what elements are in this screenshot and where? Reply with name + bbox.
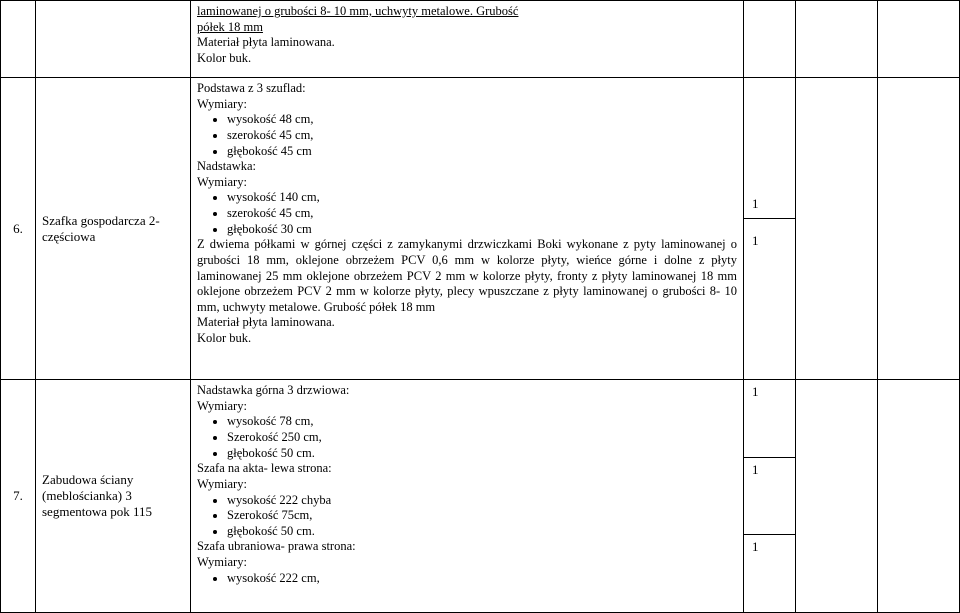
desc-label: Wymiary: [197,97,247,111]
list-item: Szerokość 75cm, [227,508,737,524]
desc-paragraph: Z dwiema półkami w górnej części z zamyk… [197,237,737,315]
list-item: głębokość 50 cm. [227,446,737,462]
desc-text: Kolor buk. [197,331,251,345]
row-empty [878,380,960,613]
list-item: szerokość 45 cm, [227,128,737,144]
spec-table: laminowanej o grubości 8- 10 mm, uchwyty… [0,0,960,613]
list-item: wysokość 48 cm, [227,112,737,128]
bullet-list: wysokość 222 cm, [227,571,737,587]
row-qty [744,1,796,78]
list-item: wysokość 78 cm, [227,414,737,430]
list-item: wysokość 222 cm, [227,571,737,587]
desc-text: Kolor buk. [197,51,251,65]
desc-label: Wymiary: [197,175,247,189]
desc-text: półek 18 mm [197,20,263,34]
desc-text: Materiał płyta laminowana. [197,35,335,49]
row-description: Nadstawka górna 3 drzwiowa: Wymiary: wys… [191,380,744,613]
row-number: 6. [1,78,36,380]
list-item: głębokość 45 cm [227,144,737,160]
table-row: laminowanej o grubości 8- 10 mm, uchwyty… [1,1,960,78]
list-item: głębokość 50 cm. [227,524,737,540]
desc-heading: Nadstawka górna 3 drzwiowa: [197,383,349,397]
row-empty [796,1,878,78]
list-item: szerokość 45 cm, [227,206,737,222]
desc-text: Materiał płyta laminowana. [197,315,335,329]
row-qty: 1 [744,78,796,219]
list-item: wysokość 140 cm, [227,190,737,206]
row-description: laminowanej o grubości 8- 10 mm, uchwyty… [191,1,744,78]
desc-text: laminowanej o grubości 8- 10 mm, uchwyty… [197,4,518,18]
desc-heading: Szafa ubraniowa- prawa strona: [197,539,356,553]
bullet-list: wysokość 48 cm, szerokość 45 cm, głęboko… [227,112,737,159]
row-name: Szafka gospodarcza 2- częściowa [36,78,191,380]
desc-heading: Podstawa z 3 szuflad: [197,81,306,95]
list-item: Szerokość 250 cm, [227,430,737,446]
row-number: 7. [1,380,36,613]
table-row: 7. Zabudowa ściany (meblościanka) 3 segm… [1,380,960,458]
desc-label: Wymiary: [197,399,247,413]
desc-label: Wymiary: [197,477,247,491]
list-item: głębokość 30 cm [227,222,737,238]
desc-heading: Szafa na akta- lewa strona: [197,461,332,475]
row-empty [878,1,960,78]
bullet-list: wysokość 222 chyba Szerokość 75cm, głębo… [227,493,737,540]
desc-label: Wymiary: [197,555,247,569]
row-qty: 1 [744,218,796,379]
bullet-list: wysokość 78 cm, Szerokość 250 cm, głębok… [227,414,737,461]
row-empty [796,78,878,380]
table-row: 6. Szafka gospodarcza 2- częściowa Podst… [1,78,960,219]
desc-heading: Nadstawka: [197,159,256,173]
row-description: Podstawa z 3 szuflad: Wymiary: wysokość … [191,78,744,380]
row-name [36,1,191,78]
list-item: wysokość 222 chyba [227,493,737,509]
bullet-list: wysokość 140 cm, szerokość 45 cm, głębok… [227,190,737,237]
row-empty [878,78,960,380]
row-empty [796,380,878,613]
row-qty: 1 [744,457,796,535]
row-qty: 1 [744,380,796,458]
row-name: Zabudowa ściany (meblościanka) 3 segment… [36,380,191,613]
row-number [1,1,36,78]
row-qty: 1 [744,535,796,613]
